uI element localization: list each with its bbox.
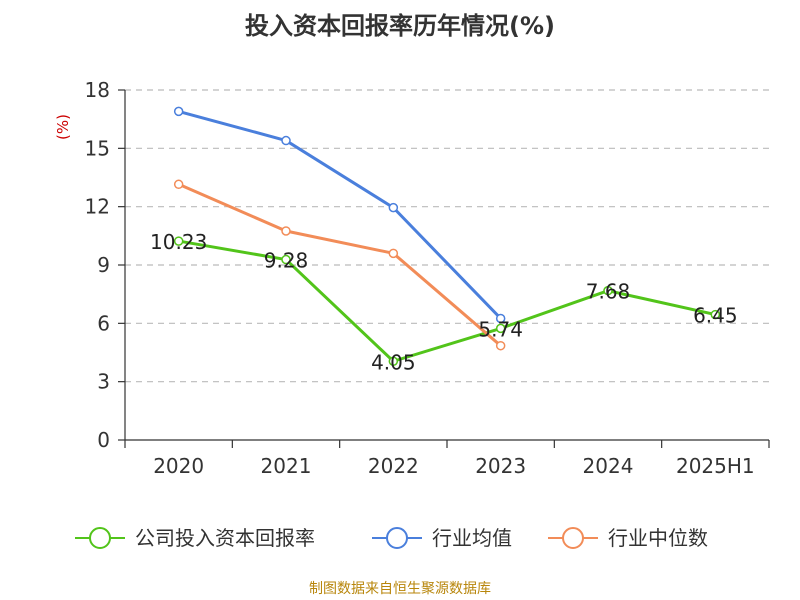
data-point bbox=[173, 106, 184, 117]
y-tick-label: 3 bbox=[97, 370, 110, 394]
data-label: 6.45 bbox=[693, 304, 738, 328]
series-line-2 bbox=[178, 109, 502, 320]
data-point bbox=[388, 356, 399, 366]
data-label-layer: 10.23 9.28 4.05 5.74 7.68 6.45 bbox=[150, 230, 738, 374]
x-tick-label: 2021 bbox=[261, 454, 312, 478]
data-point bbox=[495, 340, 506, 351]
y-tick-label: 9 bbox=[97, 253, 110, 277]
grid-layer bbox=[125, 89, 769, 383]
legend-label: 行业均值 bbox=[432, 526, 512, 550]
data-point bbox=[388, 202, 399, 213]
y-tick-label: 15 bbox=[85, 136, 110, 160]
y-tick-label: 0 bbox=[97, 428, 110, 452]
data-label: 7.68 bbox=[586, 280, 631, 304]
axis-layer: 0 3 6 9 12 15 18 2020 2021 2022 2023 2024 2025H1 (%) bbox=[54, 78, 770, 478]
data-point bbox=[281, 226, 291, 236]
legend-label: 公司投入资本回报率 bbox=[135, 526, 315, 550]
data-point bbox=[281, 135, 291, 146]
legend-item-3[interactable]: 行业中位数 bbox=[548, 526, 708, 550]
legend-item-2[interactable]: 行业均值 bbox=[372, 526, 512, 550]
legend-marker bbox=[386, 527, 408, 549]
legend-marker bbox=[562, 527, 584, 549]
series-line-3 bbox=[178, 182, 502, 347]
data-label: 5.74 bbox=[478, 317, 523, 341]
data-point bbox=[710, 309, 721, 320]
legend-item-1[interactable]: 公司投入资本回报率 bbox=[75, 526, 315, 550]
data-point bbox=[173, 179, 184, 190]
y-axis-unit-label: (%) bbox=[54, 114, 72, 140]
data-point bbox=[281, 254, 291, 265]
x-tick-label: 2023 bbox=[475, 454, 526, 478]
data-label: 9.28 bbox=[264, 249, 309, 273]
x-tick-label: 2020 bbox=[153, 454, 204, 478]
data-point bbox=[495, 323, 506, 334]
data-label: 10.23 bbox=[150, 230, 207, 254]
x-tick-label: 2024 bbox=[583, 454, 634, 478]
y-tick-label: 18 bbox=[85, 78, 110, 102]
series-layer bbox=[173, 106, 721, 366]
data-label: 4.05 bbox=[371, 350, 416, 374]
data-point bbox=[173, 236, 184, 246]
y-tick-label: 6 bbox=[97, 311, 110, 335]
chart-title: 投入资本回报率历年情况(%) bbox=[245, 12, 555, 40]
legend-label: 行业中位数 bbox=[608, 526, 708, 550]
source-note: 制图数据来自恒生聚源数据库 bbox=[309, 581, 491, 597]
y-tick-label: 12 bbox=[85, 195, 110, 219]
data-point bbox=[388, 248, 399, 259]
data-point bbox=[603, 285, 613, 296]
data-point bbox=[495, 313, 506, 324]
legend: 公司投入资本回报率 行业均值 行业中位数 bbox=[75, 526, 708, 550]
series-line-1 bbox=[178, 239, 716, 363]
legend-marker bbox=[89, 527, 111, 549]
x-tick-label: 2025H1 bbox=[676, 454, 755, 478]
x-tick-label: 2022 bbox=[368, 454, 419, 478]
